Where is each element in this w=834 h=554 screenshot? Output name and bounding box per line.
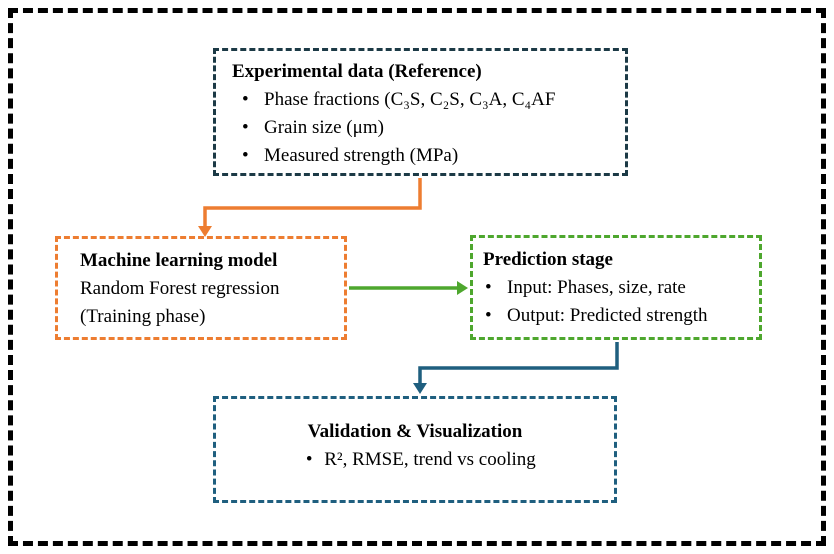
bullet-icon: • xyxy=(485,305,492,326)
bullet-icon: • xyxy=(242,145,249,166)
bullet-text: Grain size (μm) xyxy=(264,117,384,138)
box-prediction-stage: Prediction stage • Input: Phases, size, … xyxy=(470,235,762,340)
prediction-bullet-input: • Input: Phases, size, rate xyxy=(483,274,755,302)
prediction-bullet-output: • Output: Predicted strength xyxy=(483,302,755,330)
validation-bullet-metrics: • R², RMSE, trend vs cooling xyxy=(294,446,536,474)
bullet-icon: • xyxy=(485,277,492,298)
ml-model-line-training-phase: (Training phase) xyxy=(80,306,206,327)
box-validation-visualization: Validation & Visualization • R², RMSE, t… xyxy=(213,396,617,503)
ml-model-title: Machine learning model xyxy=(80,250,278,271)
experimental-title: Experimental data (Reference) xyxy=(232,61,482,82)
prediction-title: Prediction stage xyxy=(483,249,613,270)
bullet-icon: • xyxy=(242,89,249,110)
bullet-icon: • xyxy=(242,117,249,138)
bullet-text: R², RMSE, trend vs cooling xyxy=(324,449,536,470)
bullet-text: Input: Phases, size, rate xyxy=(507,277,686,298)
box-experimental-data: Experimental data (Reference) • Phase fr… xyxy=(213,48,628,176)
bullet-text: Phase fractions (C₃S, C₂S, C₃A, C₄AF xyxy=(264,89,556,110)
bullet-text: Measured strength (MPa) xyxy=(264,145,459,166)
ml-model-line-regression: Random Forest regression xyxy=(80,278,280,299)
bullet-icon: • xyxy=(305,449,313,470)
experimental-bullet-measured-strength: • Measured strength (MPa) xyxy=(232,142,619,170)
bullet-text: Output: Predicted strength xyxy=(507,305,708,326)
outer-dashed-frame xyxy=(8,8,826,546)
experimental-bullet-phase-fractions: • Phase fractions (C₃S, C₂S, C₃A, C₄AF xyxy=(232,86,619,114)
box-machine-learning-model: Machine learning model Random Forest reg… xyxy=(55,236,347,340)
experimental-bullet-grain-size: • Grain size (μm) xyxy=(232,114,619,142)
validation-title: Validation & Visualization xyxy=(307,421,523,442)
